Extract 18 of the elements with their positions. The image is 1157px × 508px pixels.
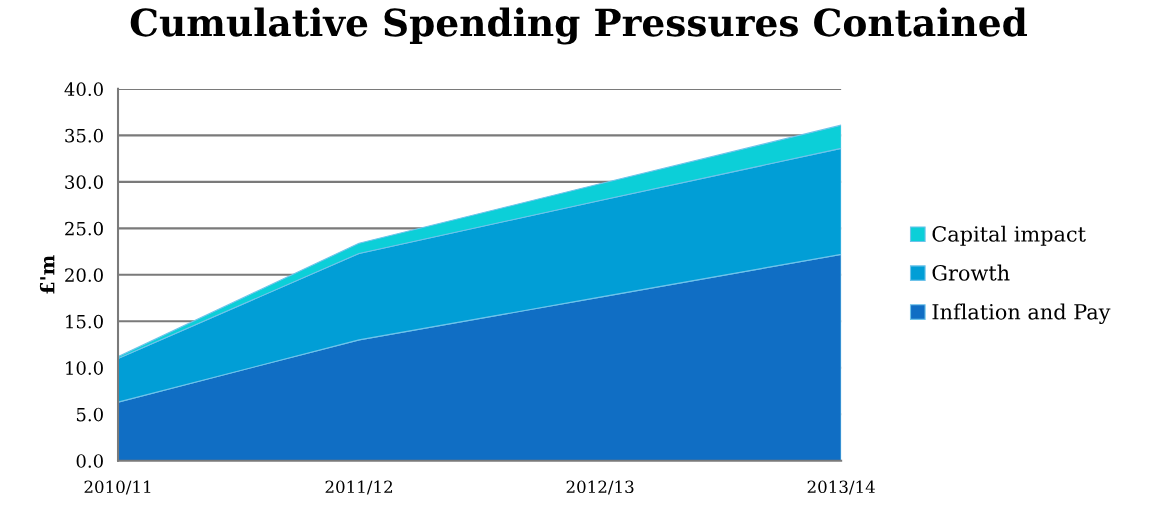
x-tick-label: 2010/11: [84, 480, 151, 495]
y-tick-label: 0.0: [76, 454, 103, 468]
legend-label: Inflation and Pay: [932, 303, 1111, 324]
y-tick-label: 20.0: [65, 268, 103, 282]
y-tick-label: 10.0: [66, 361, 103, 375]
y-tick-label: 15.0: [66, 314, 103, 329]
legend-label: Capital impact: [932, 225, 1086, 246]
x-tick-label: 2013/14: [807, 480, 875, 495]
y-tick-label: 30.0: [65, 175, 103, 189]
y-tick-label: 40.0: [64, 82, 103, 97]
x-tick-label: 2011/12: [325, 480, 393, 495]
y-tick-label: 35.0: [65, 128, 103, 143]
chart-title: Cumulative Spending Pressures Contained: [130, 7, 1027, 45]
x-tick-label: 2012/13: [566, 480, 634, 495]
y-tick-label: 25.0: [65, 221, 103, 236]
y-axis-title: £'m: [39, 255, 55, 294]
legend-label: Growth: [932, 264, 1010, 281]
y-tick-label: 5.0: [76, 407, 103, 422]
